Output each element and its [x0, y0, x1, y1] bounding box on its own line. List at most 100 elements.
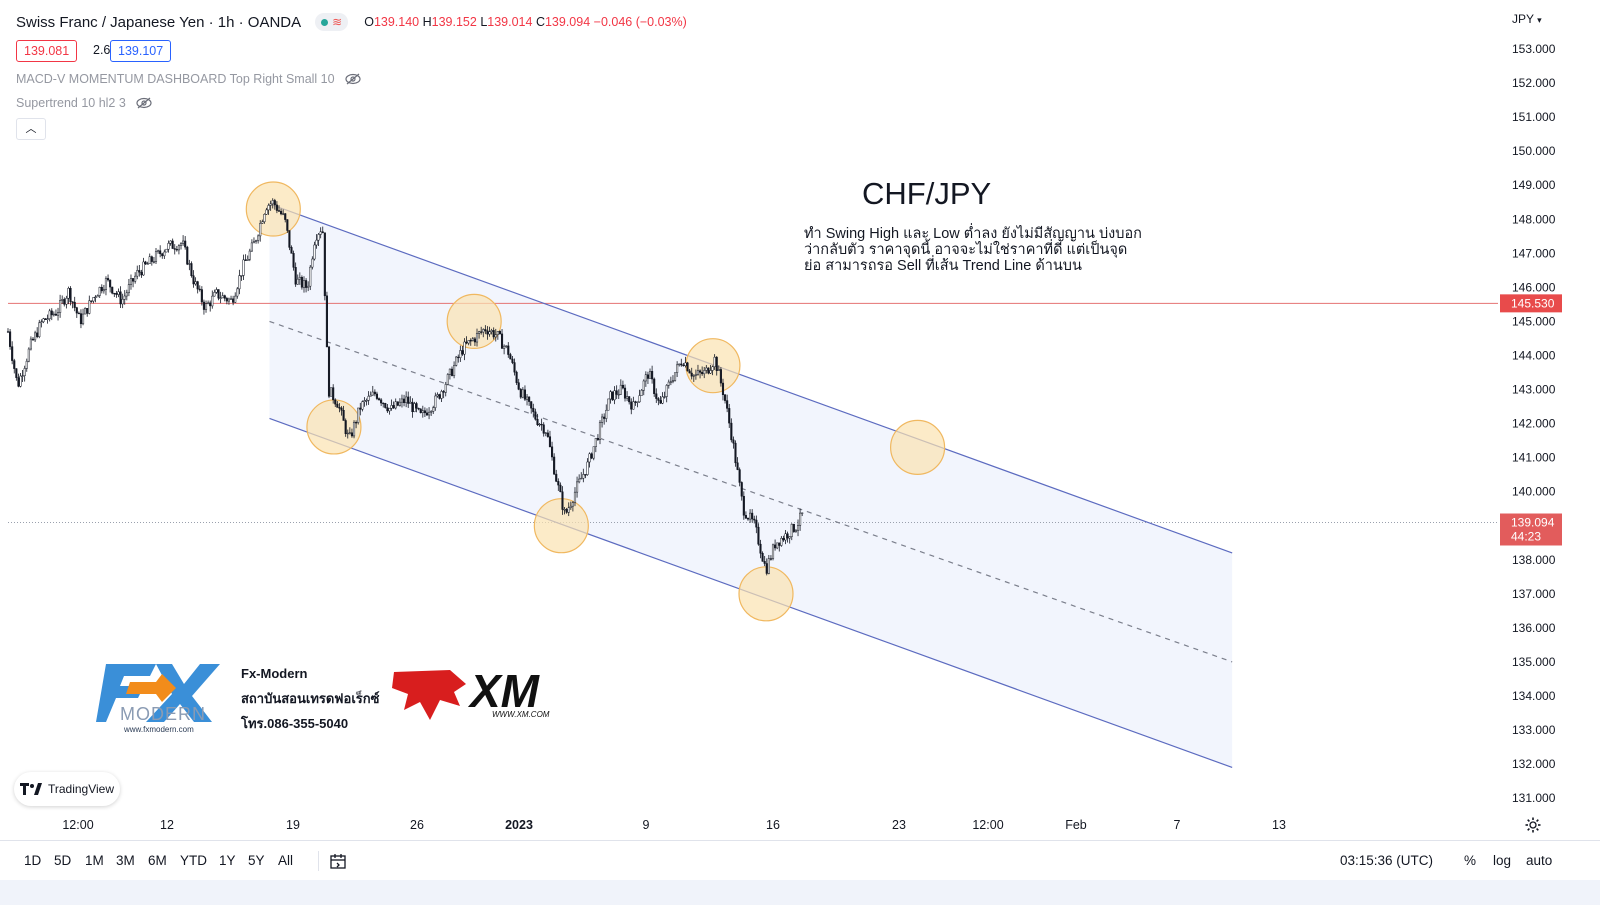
middle-trendline[interactable] [269, 320, 1233, 663]
candle-body [113, 292, 116, 295]
swing-circle-1[interactable] [245, 181, 301, 237]
candle-body [446, 374, 449, 385]
candle-34 [77, 311, 80, 315]
utc-clock[interactable]: 03:15:36 (UTC) [1340, 853, 1434, 868]
candle-200 [423, 407, 426, 417]
candle-21 [50, 308, 53, 321]
candle-body [302, 280, 306, 288]
candle-body [323, 232, 326, 297]
candle-body [309, 266, 312, 287]
candle-body [749, 512, 752, 520]
swing-circle-2[interactable] [306, 399, 362, 455]
candle-body [761, 552, 764, 562]
swing-circle-6[interactable] [738, 566, 794, 622]
log-toggle[interactable]: log [1493, 853, 1512, 868]
candle-189 [400, 394, 404, 408]
sell-price-button[interactable]: 139.081 [16, 40, 78, 62]
candle-body [450, 368, 454, 376]
time-tick-label: 13 [1272, 818, 1286, 832]
candle-225 [475, 328, 479, 347]
candle-body [407, 396, 410, 404]
candle-2 [11, 341, 14, 365]
candle-body [127, 284, 130, 294]
candle-body [440, 391, 443, 399]
candle-body [769, 558, 772, 560]
candle-380 [799, 508, 802, 531]
candle-265 [559, 482, 562, 493]
timeframe-5d[interactable]: 5D [54, 853, 72, 868]
candle-body [571, 502, 574, 507]
candle-98 [211, 290, 214, 309]
candle-132 [282, 209, 285, 216]
settings-gear-icon[interactable] [1524, 816, 1542, 834]
swing-circle-4[interactable] [533, 498, 589, 554]
candle-220 [465, 336, 468, 345]
candle-301 [634, 400, 637, 406]
timeframe-1d[interactable]: 1D [24, 853, 42, 868]
level-price-badge[interactable]: 145.530 [1500, 294, 1562, 313]
candle-body [129, 278, 133, 285]
candle-body [236, 288, 239, 297]
date-range-icon[interactable] [329, 852, 347, 870]
candle-body [721, 382, 725, 395]
upper-trendline[interactable] [269, 203, 1233, 554]
candle-body [219, 297, 222, 299]
auto-toggle[interactable]: auto [1526, 853, 1553, 868]
candle-285 [601, 413, 604, 428]
candle-body [102, 289, 105, 292]
candle-body [217, 289, 220, 299]
candle-264 [557, 478, 560, 491]
percent-toggle[interactable]: % [1464, 853, 1477, 868]
candle-body [163, 251, 166, 257]
candle-body [517, 382, 520, 390]
timeframe-5y[interactable]: 5Y [248, 853, 265, 868]
fxmodern-sub: MODERN [120, 704, 206, 724]
candle-body [132, 278, 135, 282]
candle-158 [336, 401, 339, 408]
candle-body [21, 375, 24, 377]
candle-325 [684, 356, 687, 368]
timeframe-1y[interactable]: 1Y [219, 853, 236, 868]
candle-45 [100, 284, 103, 294]
timeframe-ytd[interactable]: YTD [180, 853, 207, 868]
candle-body [321, 231, 324, 233]
timeframe-3m[interactable]: 3M [116, 853, 135, 868]
swing-circle-7[interactable] [889, 419, 946, 475]
tradingview-badge[interactable]: TradingView [14, 772, 120, 806]
candle-body [728, 408, 731, 424]
eye-hidden-icon[interactable] [136, 97, 152, 109]
candle-body [77, 312, 80, 315]
candle-26 [61, 295, 64, 304]
candle-46 [102, 284, 105, 294]
candle-body [29, 338, 32, 350]
candle-65 [142, 257, 145, 276]
chart-area[interactable]: 153.000 152.000 151.000 150.000 149.000 148.0… [0, 0, 1600, 840]
candle-body [263, 213, 266, 223]
chevron-up-icon: ︿ [25, 123, 37, 135]
timeframe-all[interactable]: All [278, 853, 294, 868]
candle-body [671, 380, 675, 383]
market-status[interactable]: ≋ [315, 13, 349, 31]
timeframe-6m[interactable]: 6M [148, 853, 167, 868]
eye-hidden-icon[interactable] [344, 73, 361, 85]
indicator-supertrend[interactable]: Supertrend 10 hl2 3 [16, 96, 152, 110]
candle-body [23, 368, 26, 376]
candle-203 [430, 410, 433, 416]
candle-333 [701, 366, 704, 376]
collapse-legend-button[interactable]: ︿ [16, 118, 46, 140]
candle-339 [713, 354, 716, 370]
timeframe-1m[interactable]: 1M [85, 853, 104, 868]
currency-selector[interactable]: JPY ▾ [1512, 12, 1542, 26]
candle-body [157, 250, 160, 252]
candle-40 [90, 300, 93, 303]
buy-price-button[interactable]: 139.107 [110, 40, 172, 62]
price-tick-label: 140.000 [1512, 485, 1556, 499]
candle-body [551, 446, 554, 458]
symbol-title[interactable]: Swiss Franc / Japanese Yen · 1h · OANDA [16, 13, 302, 31]
candle-body [111, 286, 114, 294]
candle-body [159, 250, 162, 255]
indicator-macd[interactable]: MACD-V MOMENTUM DASHBOARD Top Right Smal… [16, 72, 361, 86]
candle-113 [242, 254, 245, 281]
candle-156 [332, 384, 335, 404]
